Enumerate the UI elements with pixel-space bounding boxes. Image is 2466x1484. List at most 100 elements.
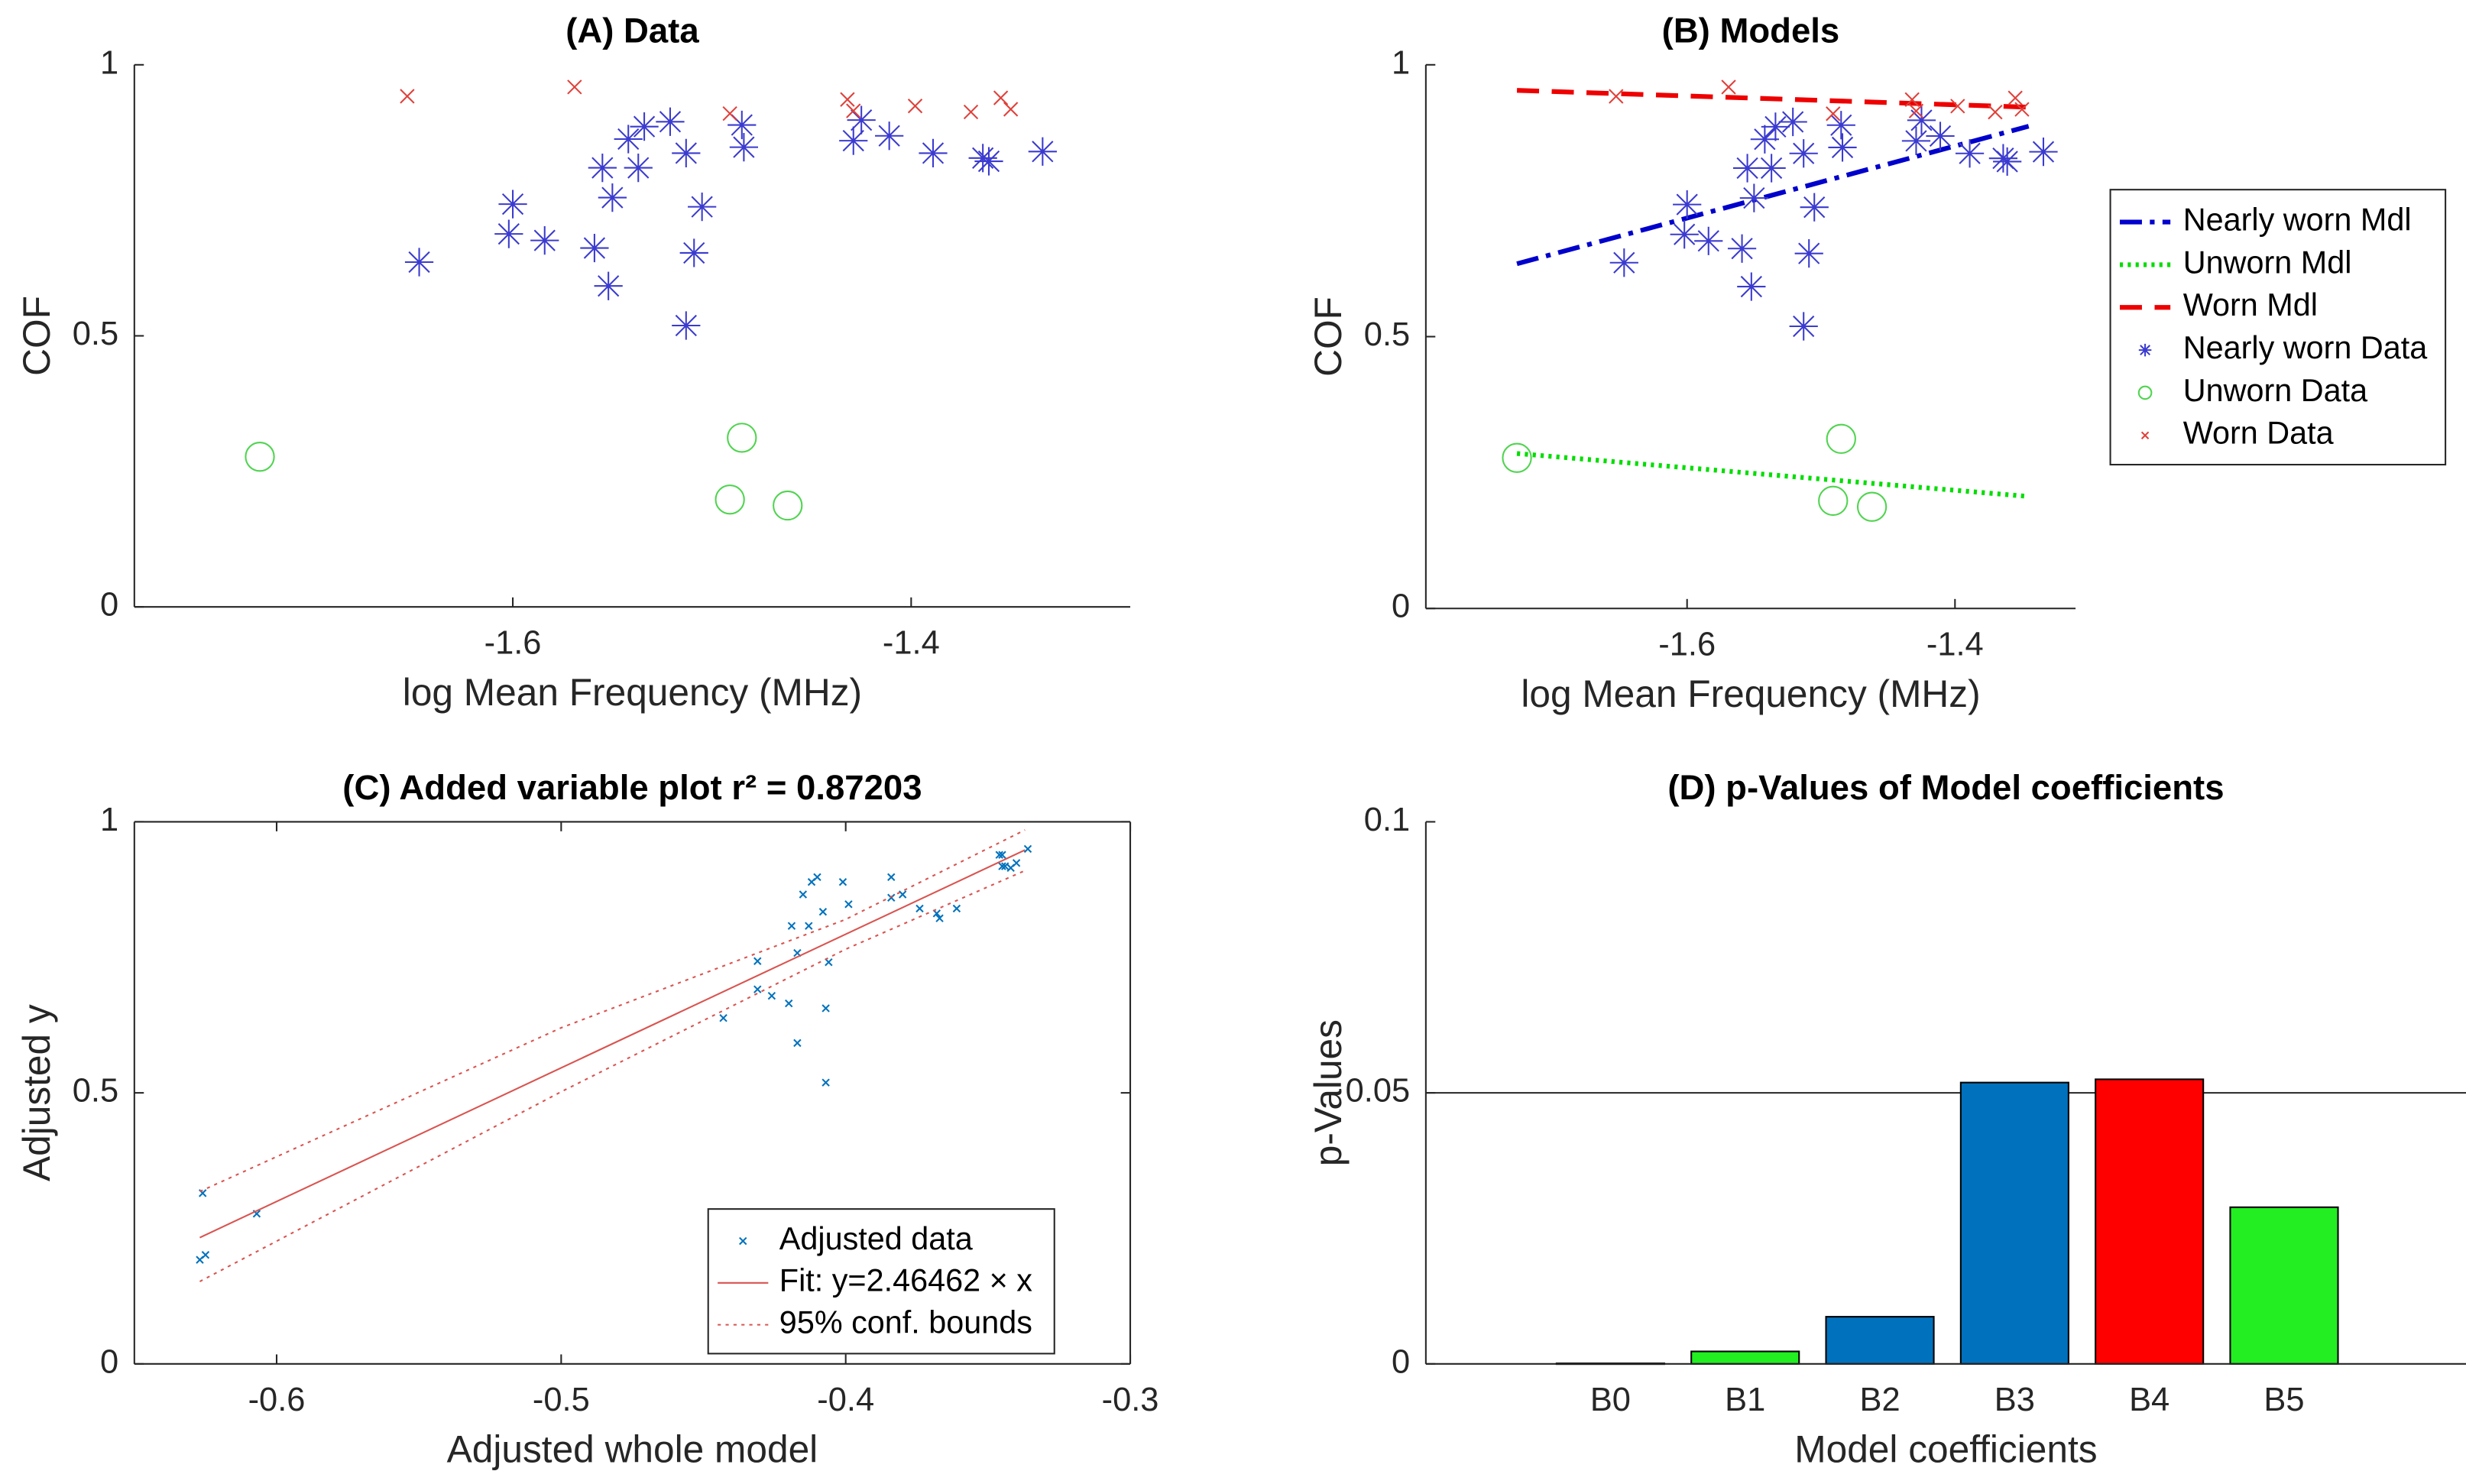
- y-tick-label: 0: [100, 1343, 118, 1380]
- point: [1721, 79, 1736, 95]
- point: [624, 153, 653, 183]
- legend-swatch: [2138, 343, 2152, 357]
- point: [400, 89, 415, 104]
- x-axis-label: log Mean Frequency (MHz): [1521, 672, 1980, 715]
- point: [1732, 154, 1762, 183]
- y-tick-label: 0: [100, 587, 118, 624]
- x-axis-label: Model coefficients: [1794, 1428, 2097, 1471]
- point: [963, 104, 979, 120]
- y-axis-label: p-Values: [1307, 1019, 1350, 1166]
- point: [1737, 272, 1766, 301]
- y-tick-label: 0.5: [73, 1073, 118, 1110]
- chart-title: (A) Data: [565, 11, 699, 50]
- point: [672, 138, 701, 168]
- point: [679, 238, 708, 267]
- bar: [1825, 1316, 1935, 1365]
- x-tick-label: -0.3: [1102, 1382, 1159, 1418]
- point: [594, 271, 623, 300]
- y-axis-label: Adjusted y: [15, 1004, 58, 1181]
- point: [2014, 102, 2030, 117]
- point: [688, 193, 717, 222]
- point: [1901, 126, 1931, 156]
- point: [1750, 125, 1779, 154]
- point: [907, 99, 923, 114]
- point: [580, 233, 609, 263]
- y-axis-label: COF: [1307, 296, 1350, 377]
- point: [821, 1004, 830, 1013]
- point: [846, 103, 861, 118]
- point: [1001, 862, 1009, 870]
- y-tick-label: 0.05: [1346, 1073, 1411, 1110]
- bar: [2095, 1078, 2205, 1365]
- point: [722, 105, 737, 122]
- series-line: [199, 849, 1026, 1239]
- series-line: [1516, 124, 2030, 267]
- legend-label: 95% conf. bounds: [779, 1305, 1032, 1340]
- point: [952, 904, 961, 913]
- legend-label: Nearly worn Mdl: [2183, 203, 2412, 238]
- point: [1609, 89, 1624, 104]
- legend-swatch: [739, 1236, 747, 1246]
- point: [1761, 112, 1790, 141]
- point: [1908, 103, 1924, 118]
- point: [1003, 102, 1019, 117]
- point: [1826, 423, 1856, 454]
- series-line: [199, 870, 1026, 1282]
- point: [598, 183, 627, 212]
- point: [844, 900, 853, 909]
- y-tick-label: 1: [100, 44, 118, 81]
- legend-swatch: [2140, 431, 2150, 439]
- point: [998, 862, 1006, 870]
- x-tick-label: -1.4: [1926, 626, 1984, 663]
- legend-label: Nearly worn Data: [2183, 330, 2428, 365]
- legend-label: Fit: y=2.46462 × x: [779, 1263, 1032, 1298]
- point: [494, 219, 523, 248]
- y-tick-label: 0: [1392, 1343, 1410, 1380]
- point: [887, 873, 896, 881]
- y-axis-label: COF: [15, 296, 58, 376]
- y-tick-label: 0: [1392, 588, 1410, 625]
- series-line: [1516, 451, 2029, 499]
- y-tick-label: 1: [1392, 44, 1410, 81]
- point: [799, 890, 808, 899]
- x-tick-label: -0.4: [817, 1382, 874, 1418]
- point: [530, 226, 559, 255]
- point: [588, 153, 617, 183]
- chart-title: (B) Models: [1662, 11, 1840, 50]
- bar: [1959, 1081, 2069, 1365]
- point: [729, 133, 759, 162]
- point: [753, 957, 762, 965]
- point: [1907, 105, 1936, 134]
- point: [1609, 248, 1638, 277]
- point: [1778, 107, 1807, 137]
- point: [1800, 193, 1829, 222]
- y-tick-label: 1: [100, 802, 118, 838]
- x-tick-label: -0.6: [248, 1382, 306, 1418]
- point: [1818, 485, 1849, 516]
- chart-title: (C) Added variable plot r² = 0.87203: [342, 768, 922, 807]
- x-tick-label: B1: [1725, 1382, 1765, 1418]
- point: [818, 908, 828, 916]
- point: [932, 909, 941, 918]
- x-tick-label: B2: [1859, 1382, 1900, 1418]
- x-tick-label: B0: [1590, 1382, 1631, 1418]
- x-tick-label: B5: [2263, 1382, 2304, 1418]
- point: [1955, 139, 1985, 168]
- x-tick-label: -1.4: [883, 624, 940, 661]
- point: [1856, 491, 1888, 522]
- legend-box: [707, 1208, 1055, 1355]
- series-line: [199, 829, 1026, 1193]
- point: [1794, 239, 1823, 268]
- point: [785, 999, 793, 1008]
- point: [1757, 154, 1786, 183]
- point: [201, 1251, 210, 1259]
- point: [614, 125, 643, 154]
- point: [1023, 844, 1032, 854]
- x-axis-label: Adjusted whole model: [447, 1428, 818, 1471]
- point: [935, 914, 944, 922]
- point: [974, 147, 1003, 176]
- point: [875, 122, 904, 151]
- legend-label: Unworn Data: [2183, 373, 2367, 408]
